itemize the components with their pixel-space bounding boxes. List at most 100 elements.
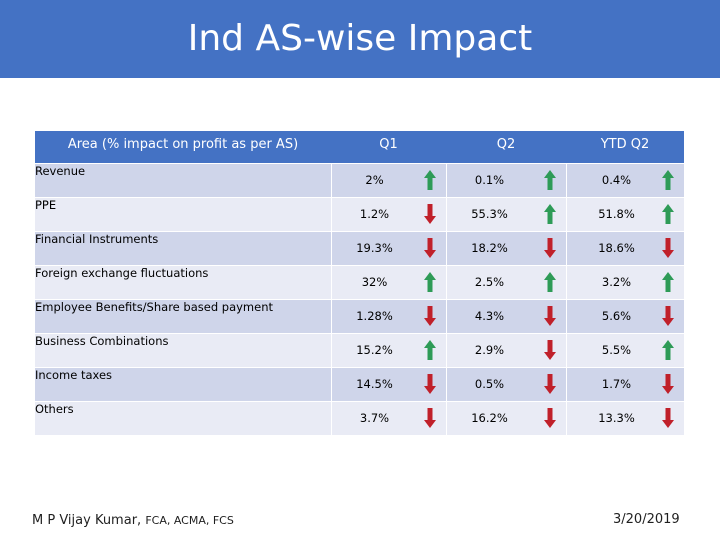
arrow-up-icon [543,271,556,292]
q1-value: 2% [365,172,384,187]
arrow-down-icon [423,237,436,258]
q2-value: 0.5% [474,376,505,391]
area-cell: Others [35,400,331,435]
header-q2: Q2 [446,131,566,163]
arrow-up-icon [423,271,436,292]
q2-value: 55.3% [471,206,508,221]
arrow-down-icon [423,203,436,224]
arrow-down-icon [543,373,556,394]
area-cell: Financial Instruments [35,230,331,265]
q1-value: 14.5% [356,376,393,391]
arrow-up-icon [662,339,674,360]
q2-cell: 0.1% [445,162,566,197]
header-q1: Q1 [331,131,446,163]
arrow-up-icon [662,169,674,190]
q1-value: 1.2% [359,206,390,221]
q2-cell: 2.5% [445,264,566,299]
arrow-down-icon [662,305,674,326]
arrow-up-icon [662,203,674,224]
q2-value: 16.2% [471,410,508,425]
q1-cell: 19.3% [330,230,446,265]
q1-cell: 32% [330,264,446,299]
author-name: M P Vijay Kumar, [32,513,146,528]
ytd-cell: 5.5% [565,332,684,367]
q1-value: 32% [361,274,388,289]
table-row: Foreign exchange fluctuations 32% 2.5% 3.2% [35,264,684,299]
footer-date: 3/20/2019 [613,512,680,527]
q2-value: 4.3% [474,308,505,323]
q1-cell: 2% [330,162,446,197]
q1-cell: 3.7% [330,400,446,435]
arrow-up-icon [423,169,436,190]
q2-cell: 0.5% [445,366,566,401]
q2-cell: 2.9% [445,332,566,367]
q2-value: 2.9% [474,342,505,357]
ytd-value: 13.3% [598,410,635,425]
ytd-cell: 5.6% [565,298,684,333]
table-row: Business Combinations 15.2% 2.9% 5.5% [35,332,684,367]
author-credentials: FCA, ACMA, FCS [145,514,234,527]
q2-cell: 18.2% [445,230,566,265]
area-cell: Income taxes [35,366,331,401]
q1-cell: 1.2% [330,196,446,231]
slide-title: Ind AS-wise Impact [187,18,533,59]
area-cell: Revenue [35,162,331,197]
ytd-value: 51.8% [598,206,635,221]
arrow-down-icon [543,339,556,360]
ytd-value: 3.2% [601,274,632,289]
arrow-up-icon [543,169,556,190]
footer-author: M P Vijay Kumar, FCA, ACMA, FCS [32,513,234,528]
table-row: Income taxes 14.5% 0.5% 1.7% [35,366,684,401]
table-header-row: Area (% impact on profit as per AS) Q1 Q… [35,131,684,163]
q2-value: 2.5% [474,274,505,289]
arrow-down-icon [423,407,436,428]
header-ytd: YTD Q2 [566,131,684,163]
arrow-down-icon [662,373,674,394]
q1-cell: 15.2% [330,332,446,367]
arrow-down-icon [662,407,674,428]
ytd-cell: 3.2% [565,264,684,299]
table-body: Revenue 2% 0.1% 0.4% PPE 1.2% 55.3% 51.8% Financ… [35,162,684,435]
arrow-down-icon [543,305,556,326]
ytd-value: 5.6% [601,308,632,323]
table-row: Employee Benefits/Share based payment 1.2… [35,298,684,333]
arrow-up-icon [543,203,556,224]
ytd-cell: 1.7% [565,366,684,401]
arrow-down-icon [662,237,674,258]
q1-value: 19.3% [356,240,393,255]
q2-cell: 55.3% [445,196,566,231]
q2-cell: 16.2% [445,400,566,435]
q1-cell: 14.5% [330,366,446,401]
area-cell: PPE [35,196,331,231]
ytd-cell: 0.4% [565,162,684,197]
ytd-value: 1.7% [601,376,632,391]
q2-value: 18.2% [471,240,508,255]
arrow-down-icon [423,305,436,326]
ytd-value: 18.6% [598,240,635,255]
ytd-value: 0.4% [601,172,632,187]
arrow-down-icon [423,373,436,394]
arrow-up-icon [423,339,436,360]
arrow-up-icon [662,271,674,292]
table-row: Others 3.7% 16.2% 13.3% [35,400,684,435]
ytd-value: 5.5% [601,342,632,357]
table-row: Financial Instruments 19.3% 18.2% 18.6% [35,230,684,265]
impact-table: Area (% impact on profit as per AS) Q1 Q… [35,131,684,435]
title-bar: Ind AS-wise Impact [0,0,720,78]
q2-value: 0.1% [474,172,505,187]
table-row: Revenue 2% 0.1% 0.4% [35,162,684,197]
ytd-cell: 18.6% [565,230,684,265]
ytd-cell: 51.8% [565,196,684,231]
q1-cell: 1.28% [330,298,446,333]
q2-cell: 4.3% [445,298,566,333]
q1-value: 3.7% [359,410,390,425]
arrow-down-icon [543,407,556,428]
q1-value: 15.2% [356,342,393,357]
header-area: Area (% impact on profit as per AS) [35,131,331,163]
area-cell: Business Combinations [35,332,331,367]
ytd-cell: 13.3% [565,400,684,435]
area-cell: Foreign exchange fluctuations [35,264,331,299]
q1-value: 1.28% [356,308,393,323]
arrow-down-icon [543,237,556,258]
area-cell: Employee Benefits/Share based payment [35,298,331,333]
